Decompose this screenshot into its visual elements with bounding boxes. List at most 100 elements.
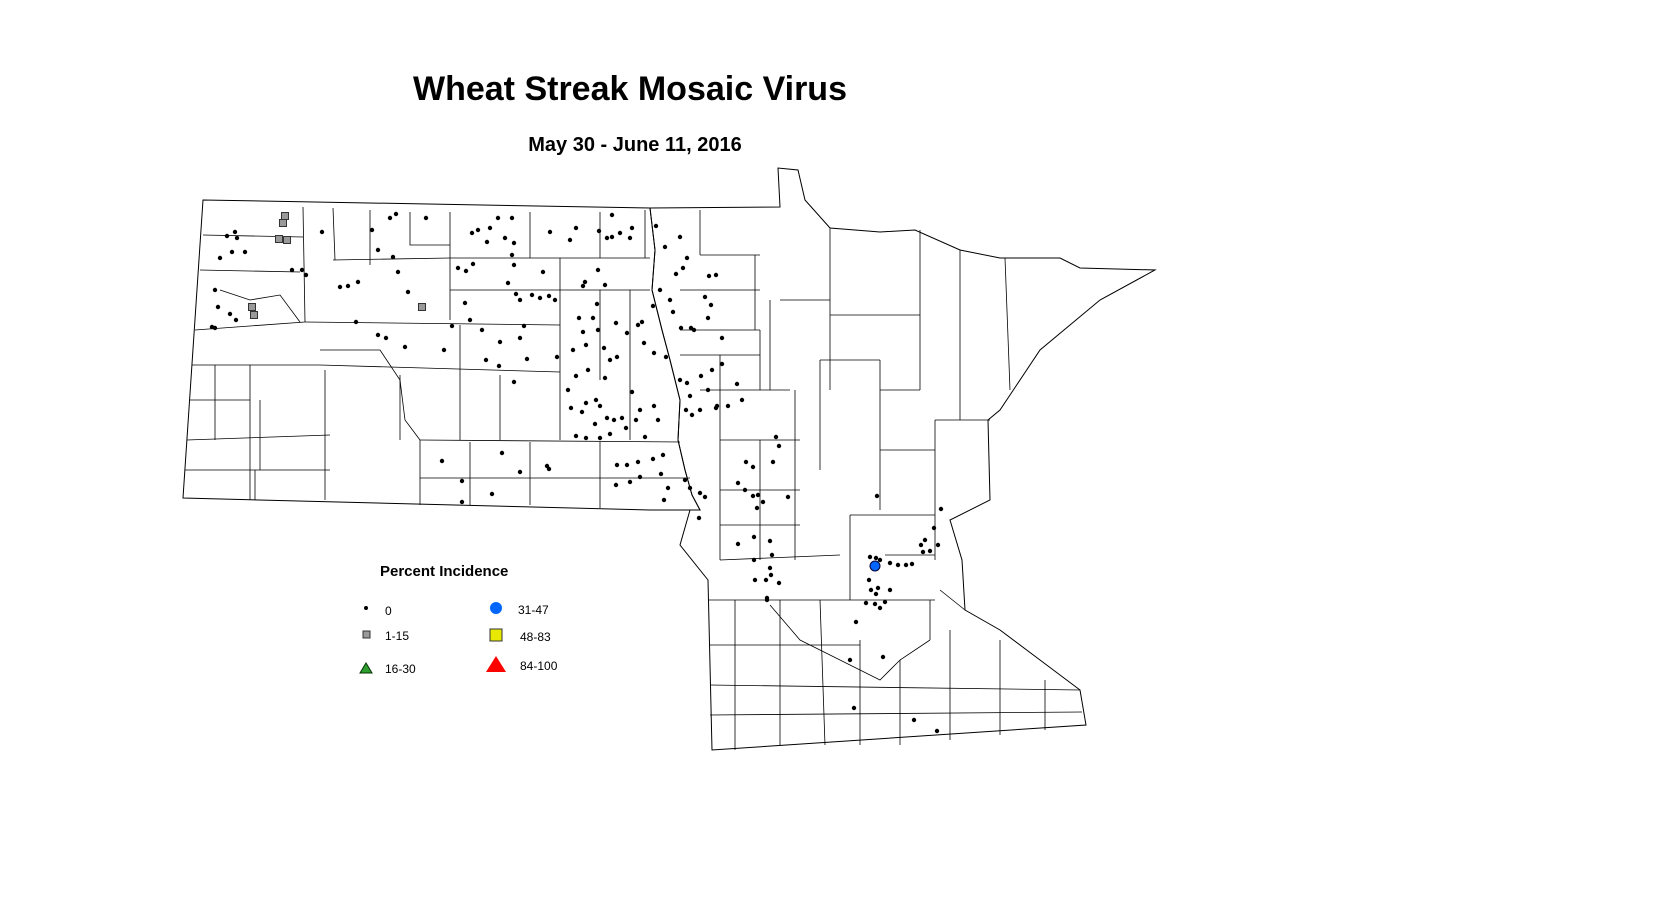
survey-point-0 — [215, 304, 221, 310]
survey-point-1-15 — [418, 303, 426, 311]
survey-point-0 — [773, 434, 779, 440]
survey-point-0 — [303, 272, 309, 278]
survey-point-0 — [655, 417, 661, 423]
survey-point-0 — [487, 225, 493, 231]
survey-point-0 — [505, 280, 511, 286]
survey-point-0 — [573, 433, 579, 439]
survey-point-0 — [750, 464, 756, 470]
survey-point-0 — [439, 458, 445, 464]
county-boundary — [219, 289, 301, 323]
survey-point-0 — [395, 269, 401, 275]
county-boundary — [186, 434, 331, 441]
survey-point-0 — [613, 482, 619, 488]
survey-point-0 — [920, 549, 926, 555]
survey-point-0 — [234, 235, 240, 241]
legend-label-84-100: 84-100 — [520, 659, 558, 673]
survey-point-0 — [547, 229, 553, 235]
survey-point-0 — [567, 237, 573, 243]
survey-point-0 — [592, 421, 598, 427]
survey-point-0 — [607, 357, 613, 363]
minnesota-outline — [649, 167, 1157, 751]
survey-point-0 — [683, 407, 689, 413]
survey-point-0 — [698, 373, 704, 379]
survey-point-0 — [597, 403, 603, 409]
survey-point-0 — [609, 234, 615, 240]
survey-point-0 — [667, 297, 673, 303]
survey-point-0 — [755, 492, 761, 498]
legend-symbol-0 — [364, 606, 368, 610]
survey-point-0 — [619, 415, 625, 421]
survey-point-0 — [875, 585, 881, 591]
survey-point-31-47 — [869, 560, 881, 572]
survey-point-0 — [658, 471, 664, 477]
survey-point-0 — [242, 249, 248, 255]
survey-point-0 — [785, 494, 791, 500]
survey-point-0 — [639, 319, 645, 325]
survey-point-0 — [673, 271, 679, 277]
survey-point-0 — [702, 494, 708, 500]
survey-point-0 — [776, 580, 782, 586]
legend-label-31-47: 31-47 — [518, 603, 549, 617]
survey-point-0 — [697, 407, 703, 413]
survey-point-0 — [583, 435, 589, 441]
survey-point-0 — [767, 565, 773, 571]
survey-point-0 — [651, 403, 657, 409]
survey-point-0 — [521, 323, 527, 329]
county-boundary — [419, 439, 681, 443]
survey-point-0 — [895, 562, 901, 568]
survey-point-0 — [651, 350, 657, 356]
survey-point-0 — [705, 315, 711, 321]
survey-point-0 — [511, 262, 517, 268]
county-boundary — [769, 604, 931, 681]
survey-point-0 — [540, 269, 546, 275]
survey-point-0 — [931, 525, 937, 531]
survey-point-0 — [393, 211, 399, 217]
survey-point-0 — [770, 459, 776, 465]
survey-point-0 — [233, 317, 239, 323]
survey-point-0 — [604, 235, 610, 241]
survey-point-0 — [682, 477, 688, 483]
survey-point-0 — [922, 537, 928, 543]
survey-point-0 — [887, 587, 893, 593]
survey-point-0 — [495, 215, 501, 221]
survey-point-1-15 — [250, 311, 258, 319]
survey-point-0 — [768, 572, 774, 578]
survey-point-0 — [449, 323, 455, 329]
county-boundary — [709, 711, 1083, 716]
survey-point-0 — [232, 229, 238, 235]
survey-point-1-15 — [248, 303, 256, 311]
survey-point-0 — [873, 555, 879, 561]
survey-point-0 — [763, 577, 769, 583]
survey-point-0 — [877, 557, 883, 563]
county-boundary — [199, 269, 301, 273]
survey-point-0 — [595, 327, 601, 333]
survey-point-0 — [776, 443, 782, 449]
survey-point-0 — [462, 300, 468, 306]
survey-point-0 — [705, 387, 711, 393]
survey-point-0 — [496, 363, 502, 369]
survey-point-0 — [475, 227, 481, 233]
survey-point-0 — [665, 485, 671, 491]
survey-point-0 — [489, 491, 495, 497]
survey-point-0 — [642, 434, 648, 440]
survey-point-0 — [479, 327, 485, 333]
survey-point-0 — [868, 587, 874, 593]
survey-point-0 — [935, 542, 941, 548]
survey-point-0 — [635, 322, 641, 328]
survey-point-0 — [517, 469, 523, 475]
survey-point-0 — [653, 223, 659, 229]
survey-point-0 — [517, 297, 523, 303]
survey-point-0 — [509, 252, 515, 258]
survey-point-0 — [337, 284, 343, 290]
legend-symbol-84-100 — [486, 656, 506, 672]
county-boundary — [819, 599, 826, 746]
survey-point-1-15 — [275, 235, 283, 243]
survey-point-0 — [662, 244, 668, 250]
survey-point-0 — [573, 373, 579, 379]
survey-point-0 — [353, 319, 359, 325]
survey-point-0 — [497, 339, 503, 345]
survey-point-1-15 — [283, 236, 291, 244]
survey-point-0 — [650, 456, 656, 462]
survey-point-0 — [552, 297, 558, 303]
survey-point-0 — [714, 403, 720, 409]
